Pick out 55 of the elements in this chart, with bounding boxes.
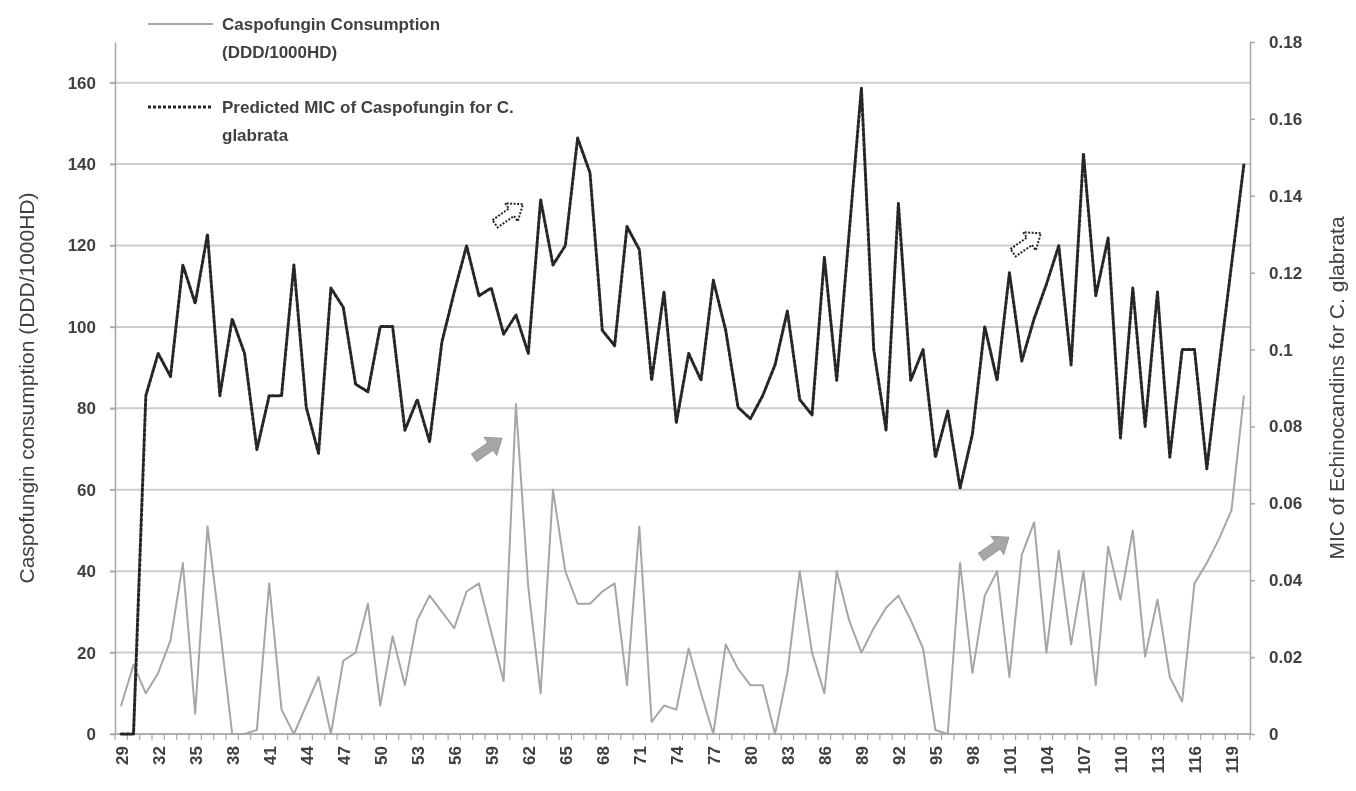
y-tick-label: 80 [77, 399, 96, 419]
x-tick-label: 44 [297, 745, 317, 765]
x-tick-label: 50 [371, 746, 391, 765]
x-tick-label: 68 [593, 746, 613, 765]
y2-tick-label: 0.04 [1269, 571, 1303, 591]
legend-label: Predicted MIC of Caspofungin for C. glabrata [222, 97, 514, 145]
y2-tick-label: 0.06 [1269, 494, 1303, 514]
x-tick-label: 89 [852, 746, 872, 765]
y-tick-label: 140 [67, 155, 96, 175]
x-tick-label: 77 [704, 746, 724, 765]
x-tick-label: 104 [1037, 745, 1057, 775]
y-tick-label: 20 [77, 643, 96, 663]
x-tick-label: 29 [112, 746, 132, 765]
x-tick-label: 56 [445, 746, 465, 765]
y2-tick-label: 0.14 [1269, 186, 1303, 206]
x-tick-label: 47 [334, 746, 354, 765]
y2-tick-label: 0 [1269, 724, 1279, 744]
x-tick-label: 32 [149, 746, 169, 765]
y2-tick-label: 0.12 [1269, 263, 1303, 283]
x-tick-label: 83 [778, 746, 798, 765]
x-tick-label: 101 [1000, 746, 1020, 775]
x-tick-label: 86 [815, 746, 835, 765]
legend-label: Caspofungin Consumption (DDD/1000HD) [222, 14, 441, 62]
y-tick-label: 100 [67, 317, 96, 337]
x-tick-label: 119 [1222, 746, 1242, 774]
x-tick-label: 92 [889, 746, 909, 765]
x-tick-label: 116 [1185, 746, 1205, 774]
x-tick-label: 107 [1074, 746, 1094, 775]
y-axis-title: Caspofungin consumption (DDD/1000HD) [15, 192, 39, 584]
y2-axis-title: MIC of Echinocandins for C. glabrata [1325, 216, 1349, 560]
y2-tick-label: 0.18 [1269, 32, 1303, 52]
x-tick-label: 71 [630, 746, 650, 765]
x-tick-label: 65 [556, 746, 576, 765]
x-tick-label: 62 [519, 746, 539, 765]
x-tick-label: 59 [482, 746, 502, 765]
y2-tick-label: 0.16 [1269, 109, 1303, 129]
y-tick-label: 120 [67, 236, 96, 256]
x-tick-label: 53 [408, 746, 428, 765]
x-tick-label: 95 [926, 746, 946, 765]
y2-tick-label: 0.08 [1269, 417, 1303, 437]
line-series [119, 86, 1246, 736]
x-tick-label: 74 [667, 745, 687, 765]
x-tick-label: 38 [223, 746, 243, 765]
x-tick-label: 35 [186, 746, 206, 765]
x-tick-label: 41 [260, 746, 280, 765]
y-tick-label: 0 [86, 724, 96, 744]
y2-tick-label: 0.02 [1269, 648, 1303, 668]
y-tick-label: 40 [77, 562, 96, 582]
x-tick-label: 80 [741, 746, 761, 765]
y2-tick-label: 0.1 [1269, 340, 1293, 360]
x-tick-label: 110 [1111, 746, 1131, 774]
x-tick-label: 113 [1148, 746, 1168, 774]
y-tick-label: 60 [77, 480, 96, 500]
y-tick-label: 160 [67, 73, 96, 93]
x-tick-label: 98 [963, 746, 983, 765]
